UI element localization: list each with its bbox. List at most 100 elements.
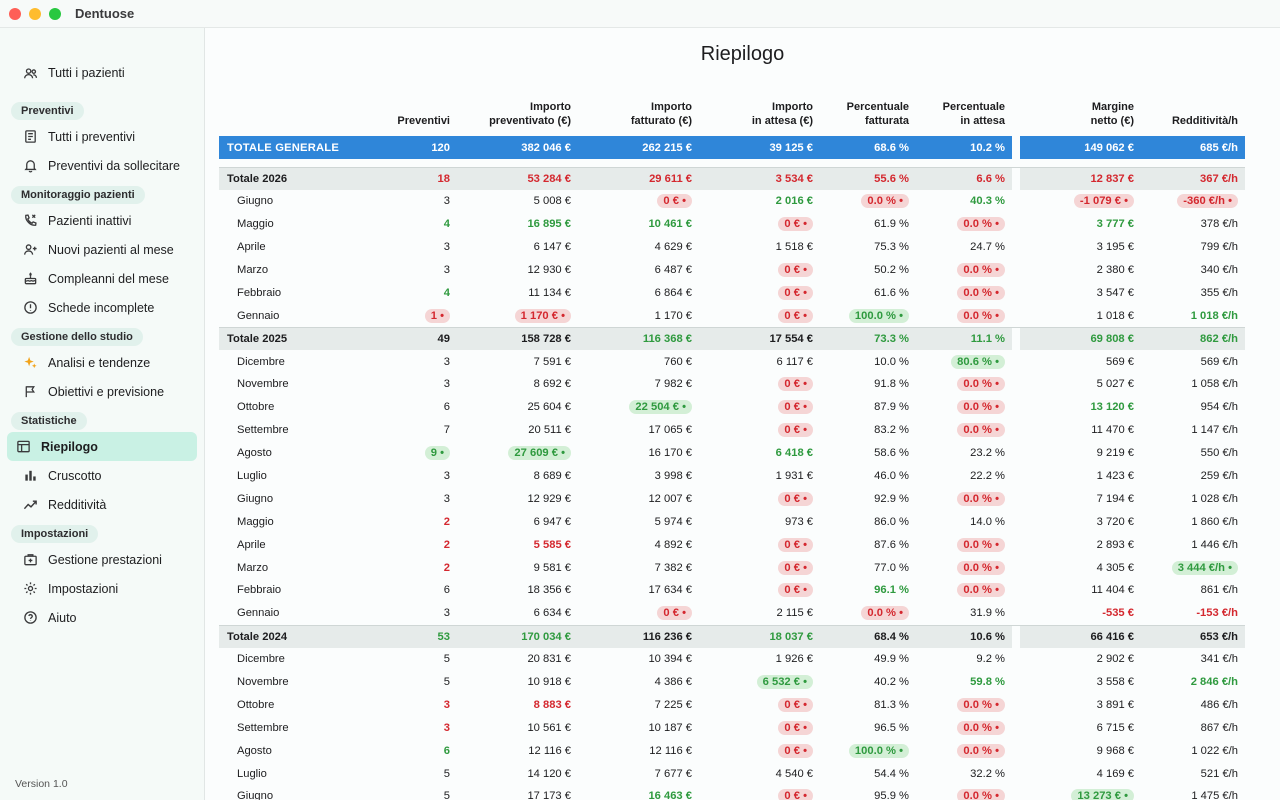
table-row[interactable]: Giugno 5 17 173 € 16 463 € 0 € • 95.9 % 0.0 % … xyxy=(219,785,1245,800)
cell-value: 0 € • xyxy=(778,285,813,300)
cell-value: 1 446 €/h xyxy=(1191,538,1238,551)
column-header[interactable]: Redditività/h xyxy=(1141,93,1245,136)
table-row[interactable]: Novembre 5 10 918 € 4 386 € 6 532 € • 40.2 % 5… xyxy=(219,670,1245,694)
table-row[interactable]: Dicembre 5 20 831 € 10 394 € 1 926 € 49.9 % 9.… xyxy=(219,647,1245,671)
cell-value: 25 604 € xyxy=(527,401,571,414)
sidebar-item-nuovi-pazienti-al-mese[interactable]: Nuovi pazienti al mese xyxy=(7,235,197,264)
cell-value: 10.6 % xyxy=(970,630,1005,643)
column-header[interactable]: Importo fatturato (€) xyxy=(578,93,699,136)
table-cell: 0.0 % • xyxy=(916,533,1012,556)
cell-value: 39 125 € xyxy=(769,141,813,154)
table-row[interactable]: Dicembre 3 7 591 € 760 € 6 117 € 10.0 % 80.6 %… xyxy=(219,350,1245,374)
table-row[interactable]: Aprile 3 6 147 € 4 629 € 1 518 € 75.3 % 24.7 %… xyxy=(219,235,1245,259)
table-row[interactable]: Agosto 9 • 27 609 € • 16 170 € 6 418 € 58.6 %… xyxy=(219,441,1245,465)
table-row[interactable]: Gennaio 3 6 634 € 0 € • 2 115 € 0.0 % • 31.9 %… xyxy=(219,601,1245,625)
table-row[interactable]: Ottobre 3 8 883 € 7 225 € 0 € • 81.3 % 0.0 % •… xyxy=(219,693,1245,717)
cell-value: 5 585 € xyxy=(533,538,571,551)
cell-value: 6 xyxy=(443,584,450,597)
table-cell: 2 846 €/h xyxy=(1141,671,1245,694)
table-cell: 10 561 € xyxy=(457,716,578,739)
table-cell: 2 xyxy=(394,510,457,533)
column-header[interactable]: Preventivi xyxy=(394,93,457,136)
table-row[interactable]: Agosto 6 12 116 € 12 116 € 0 € • 100.0 % • 0.0… xyxy=(219,739,1245,763)
column-gap xyxy=(1012,281,1020,305)
sidebar-item-pazienti-inattivi[interactable]: Pazienti inattivi xyxy=(7,206,197,235)
cell-value: 7 982 € xyxy=(654,378,692,391)
cell-value: 10 561 € xyxy=(527,721,571,734)
table-row[interactable]: Luglio 5 14 120 € 7 677 € 4 540 € 54.4 % 32.2 … xyxy=(219,762,1245,786)
sidebar-item-redditivita[interactable]: Redditività xyxy=(7,490,197,519)
table-cell: 9 968 € xyxy=(1020,739,1141,762)
cell-value: 31.9 % xyxy=(970,607,1005,620)
column-header[interactable]: Importo in attesa (€) xyxy=(699,93,820,136)
cell-value: 27 609 € • xyxy=(508,446,571,461)
sidebar-item-analisi-e-tendenze[interactable]: Analisi e tendenze xyxy=(7,348,197,377)
year-total-row[interactable]: Totale 2024 53 170 034 € 116 236 € 18 037 € 6… xyxy=(219,624,1245,648)
table-row[interactable]: Ottobre 6 25 604 € 22 504 € • 0 € • 87.9 % 0.0… xyxy=(219,395,1245,419)
table-row[interactable]: Aprile 2 5 585 € 4 892 € 0 € • 87.6 % 0.0 % • 2… xyxy=(219,533,1245,557)
sidebar-item-gestione-prestazioni[interactable]: Gestione prestazioni xyxy=(7,545,197,574)
sidebar-item-label: Pazienti inattivi xyxy=(48,213,132,228)
table-row[interactable]: Gennaio 1 • 1 170 € • 1 170 € 0 € • 100.0 % •… xyxy=(219,304,1245,328)
sidebar-item-tutti-i-preventivi[interactable]: Tutti i preventivi xyxy=(7,122,197,151)
table-row[interactable]: Settembre 3 10 561 € 10 187 € 0 € • 96.5 % 0.0… xyxy=(219,716,1245,740)
table-cell: 7 982 € xyxy=(578,373,699,396)
sidebar-item-compleanni-del-mese[interactable]: Compleanni del mese xyxy=(7,264,197,293)
table-row[interactable]: Maggio 2 6 947 € 5 974 € 973 € 86.0 % 14.0 % 3 … xyxy=(219,510,1245,534)
cell-value: 1 860 €/h xyxy=(1191,515,1238,528)
cell-value: 95.9 % xyxy=(874,790,909,800)
table-cell: 18 037 € xyxy=(699,624,820,648)
cell-value: 3 777 € xyxy=(1096,218,1134,231)
year-total-row[interactable]: Totale 2026 18 53 284 € 29 611 € 3 534 € 55.6… xyxy=(219,167,1245,190)
table-row[interactable]: Novembre 3 8 692 € 7 982 € 0 € • 91.8 % 0.0 % … xyxy=(219,373,1245,396)
table-row[interactable]: Giugno 3 5 008 € 0 € • 2 016 € 0.0 % • 40.3 % -… xyxy=(219,189,1245,213)
minimize-window-button[interactable] xyxy=(29,7,41,20)
table-row[interactable]: Marzo 2 9 581 € 7 382 € 0 € • 77.0 % 0.0 % • 4 … xyxy=(219,556,1245,580)
table-row[interactable]: Marzo 3 12 930 € 6 487 € 0 € • 50.2 % 0.0 % • 2… xyxy=(219,258,1245,282)
cell-value: 0.0 % • xyxy=(957,560,1005,575)
sidebar-item-riepilogo[interactable]: Riepilogo xyxy=(7,432,197,461)
sidebar-item-obiettivi-e-previsione[interactable]: Obiettivi e previsione xyxy=(7,377,197,406)
table-row[interactable]: Febbraio 4 11 134 € 6 864 € 0 € • 61.6 % 0.0 %… xyxy=(219,281,1245,305)
column-header[interactable]: Importo preventivato (€) xyxy=(457,93,578,136)
sidebar-item-preventivi-da-sollecitare[interactable]: Preventivi da sollecitare xyxy=(7,151,197,180)
grand-total-row[interactable]: TOTALE GENERALE 120 382 046 € 262 215 € 39 1… xyxy=(219,136,1245,159)
column-gap xyxy=(1012,235,1020,259)
sidebar-item-tutti-i-pazienti[interactable]: Tutti i pazienti xyxy=(7,58,197,88)
cell-value: 0.0 % • xyxy=(957,308,1005,323)
zoom-window-button[interactable] xyxy=(49,7,61,20)
table-cell: 22 504 € • xyxy=(578,396,699,419)
table-cell: 49.9 % xyxy=(820,648,916,671)
cell-value: 0.0 % • xyxy=(957,697,1005,712)
cell-value: 9 581 € xyxy=(533,561,571,574)
table-row[interactable]: Giugno 3 12 929 € 12 007 € 0 € • 92.9 % 0.0 % … xyxy=(219,487,1245,511)
column-header-line: preventivato (€) xyxy=(489,115,571,127)
table-row[interactable]: Luglio 3 8 689 € 3 998 € 1 931 € 46.0 % 22.2 %… xyxy=(219,464,1245,488)
cell-value: 12 116 € xyxy=(528,744,571,757)
table-row[interactable]: Settembre 7 20 511 € 17 065 € 0 € • 83.2 % 0.0… xyxy=(219,418,1245,442)
column-header[interactable]: Percentuale in attesa xyxy=(916,93,1012,136)
table-cell: 521 €/h xyxy=(1141,762,1245,785)
table-cell: 0.0 % • xyxy=(916,556,1012,579)
cell-value: 0.0 % • xyxy=(957,400,1005,415)
column-gap xyxy=(1012,487,1020,511)
cell-value: 653 €/h xyxy=(1200,630,1238,643)
cell-value: 0 € • xyxy=(657,194,692,209)
close-window-button[interactable] xyxy=(9,7,21,20)
table-row[interactable]: Febbraio 6 18 356 € 17 634 € 0 € • 96.1 % 0.0 … xyxy=(219,579,1245,602)
cell-value: 12 837 € xyxy=(1090,172,1134,185)
year-total-row[interactable]: Totale 2025 49 158 728 € 116 368 € 17 554 € 7… xyxy=(219,327,1245,351)
users-icon xyxy=(21,64,39,82)
help-icon xyxy=(21,609,39,627)
sidebar-item-impostazioni[interactable]: Impostazioni xyxy=(7,574,197,603)
table-cell: 116 368 € xyxy=(578,327,699,351)
table-cell: 8 692 € xyxy=(457,373,578,396)
column-header[interactable]: Percentuale fatturata xyxy=(820,93,916,136)
column-header[interactable]: Margine netto (€) xyxy=(1020,93,1141,136)
sidebar-item-schede-incomplete[interactable]: Schede incomplete xyxy=(7,293,197,322)
row-label: Febbraio xyxy=(237,584,282,597)
sidebar-item-aiuto[interactable]: Aiuto xyxy=(7,603,197,632)
cell-value: 68.4 % xyxy=(874,630,909,643)
table-row[interactable]: Maggio 4 16 895 € 10 461 € 0 € • 61.9 % 0.0 % … xyxy=(219,212,1245,236)
sidebar-item-cruscotto[interactable]: Cruscotto xyxy=(7,461,197,490)
